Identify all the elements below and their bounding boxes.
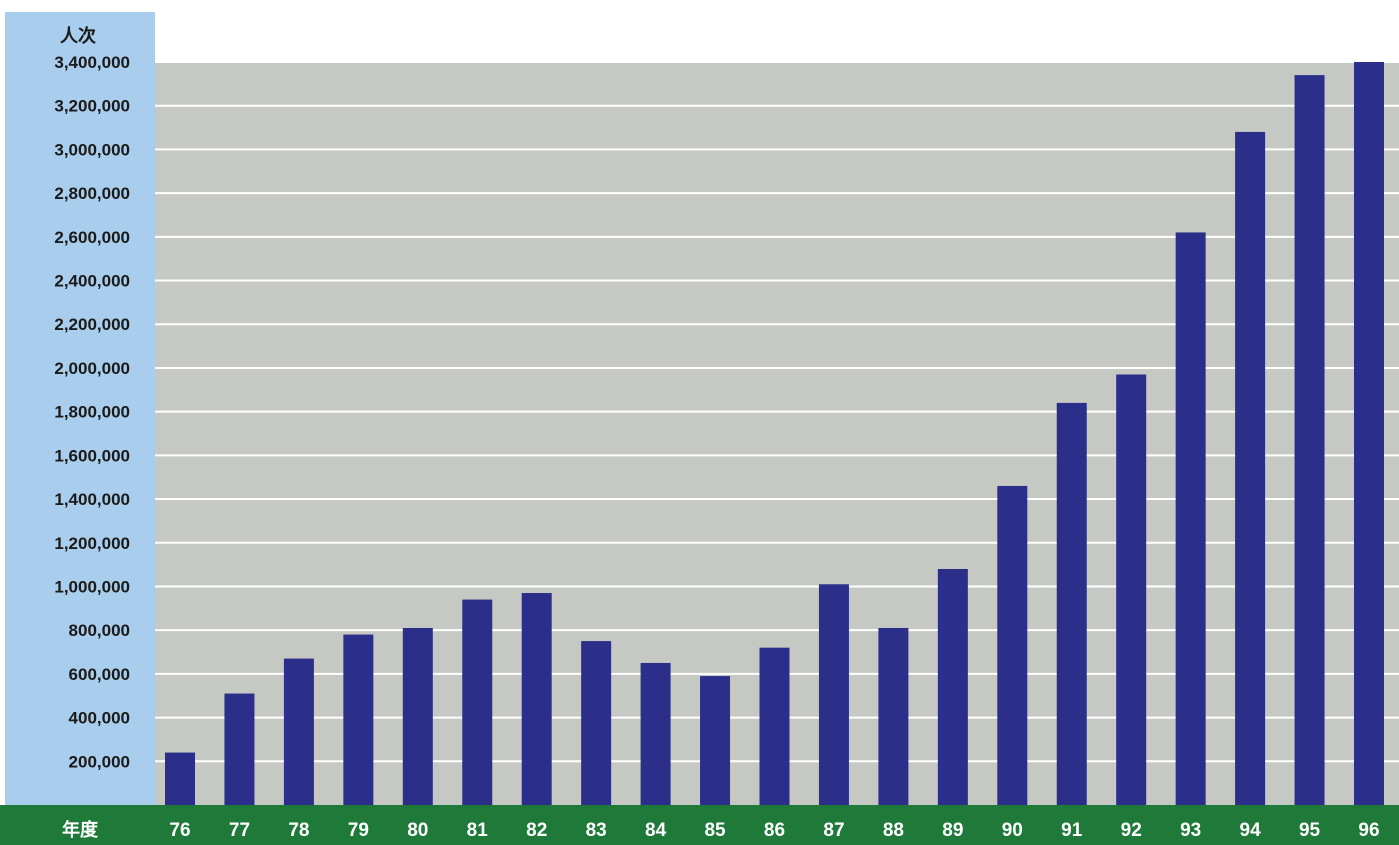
x-tick-label: 93 [1180, 820, 1201, 841]
y-tick-label: 1,000,000 [54, 577, 130, 596]
bar-83 [581, 641, 612, 805]
x-tick-label: 86 [764, 820, 785, 841]
bar-91 [1056, 402, 1087, 805]
bar-81 [462, 599, 493, 805]
x-tick-label: 91 [1061, 820, 1083, 841]
x-tick-label: 82 [526, 820, 547, 841]
x-axis-unit-label: 年度 [62, 819, 99, 841]
x-tick-label: 79 [348, 820, 369, 841]
y-tick-label: 1,200,000 [54, 534, 130, 553]
y-tick-label: 600,000 [69, 665, 130, 684]
y-tick-label: 400,000 [69, 709, 130, 728]
bar-79 [343, 634, 374, 805]
y-tick-label: 2,800,000 [54, 184, 130, 203]
x-axis-ticks: 76 77 78 79 80 81 82 83 84 85 86 87 88 89 90 91 92 93 94 95… [169, 820, 1379, 841]
y-tick-label: 3,000,000 [54, 140, 130, 159]
x-axis-band [0, 805, 1399, 845]
bar-89 [937, 568, 968, 805]
bar-84 [640, 662, 671, 805]
x-tick-label: 95 [1299, 820, 1321, 841]
bar-77 [224, 693, 255, 805]
bar-87 [818, 584, 849, 805]
x-tick-label: 81 [467, 820, 489, 841]
y-tick-label: 2,200,000 [54, 315, 130, 334]
x-tick-label: 90 [1002, 820, 1023, 841]
bar-86 [759, 647, 790, 805]
bar-88 [878, 627, 909, 805]
bars [165, 62, 1384, 806]
bar-93 [1175, 232, 1206, 805]
x-tick-label: 96 [1358, 820, 1379, 841]
x-tick-label: 89 [942, 820, 963, 841]
y-tick-label: 3,400,000 [54, 53, 130, 72]
x-tick-label: 84 [645, 820, 667, 841]
y-tick-label: 800,000 [69, 621, 130, 640]
x-tick-label: 85 [704, 820, 726, 841]
x-tick-label: 94 [1240, 820, 1262, 841]
y-tick-label: 2,400,000 [54, 272, 130, 291]
x-tick-label: 78 [288, 820, 309, 841]
bar-80 [402, 627, 433, 805]
y-tick-label: 1,800,000 [54, 403, 130, 422]
y-axis-band [5, 12, 155, 805]
y-axis-unit-label: 人次 [60, 25, 96, 47]
x-tick-label: 80 [407, 820, 428, 841]
bar-90 [997, 485, 1028, 805]
bar-76 [165, 752, 195, 805]
bar-92 [1116, 374, 1147, 805]
y-tick-label: 2,000,000 [54, 359, 130, 378]
x-tick-label: 87 [823, 820, 844, 841]
bar-78 [283, 658, 314, 805]
bar-95 [1294, 75, 1325, 806]
bar-94 [1235, 131, 1266, 805]
y-tick-label: 3,200,000 [54, 97, 130, 116]
bar-85 [700, 676, 731, 805]
x-tick-label: 83 [586, 820, 607, 841]
x-tick-label: 88 [883, 820, 904, 841]
y-tick-label: 1,400,000 [54, 490, 130, 509]
y-tick-label: 200,000 [69, 752, 130, 771]
x-tick-label: 92 [1121, 820, 1142, 841]
y-tick-label: 1,600,000 [54, 446, 130, 465]
x-tick-label: 77 [229, 820, 250, 841]
y-tick-label: 2,600,000 [54, 228, 130, 247]
bar-82 [521, 593, 552, 805]
x-tick-label: 76 [169, 820, 190, 841]
bar-96 [1354, 62, 1384, 805]
y-axis-ticks: 200,000 400,000 600,000 800,000 1,000,000 1,2… [54, 53, 130, 771]
